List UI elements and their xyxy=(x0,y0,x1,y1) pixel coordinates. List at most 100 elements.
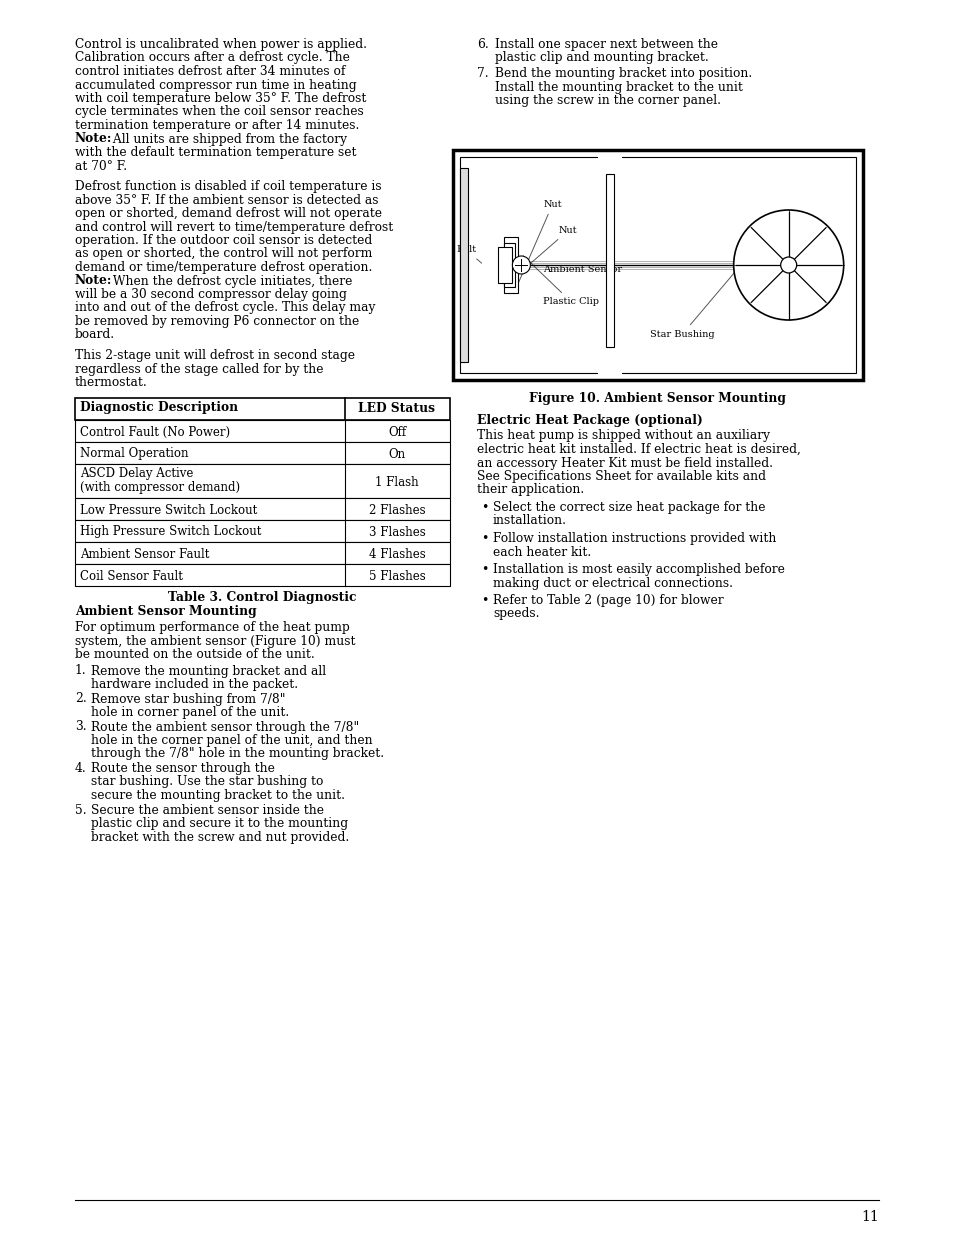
Bar xyxy=(606,174,614,347)
Bar xyxy=(504,237,517,293)
Bar xyxy=(504,243,515,287)
Text: •: • xyxy=(480,594,488,606)
Text: with coil temperature below 35° F. The defrost: with coil temperature below 35° F. The d… xyxy=(75,91,366,105)
Text: control initiates defrost after 34 minutes of: control initiates defrost after 34 minut… xyxy=(75,65,345,78)
Text: installation.: installation. xyxy=(493,515,566,527)
Text: 7.: 7. xyxy=(476,67,488,80)
Text: operation. If the outdoor coil sensor is detected: operation. If the outdoor coil sensor is… xyxy=(75,233,372,247)
Text: All units are shipped from the factory: All units are shipped from the factory xyxy=(109,132,347,146)
Text: Refer to Table 2 (page 10) for blower: Refer to Table 2 (page 10) for blower xyxy=(493,594,723,606)
Text: For optimum performance of the heat pump: For optimum performance of the heat pump xyxy=(75,621,350,634)
Text: Nut: Nut xyxy=(518,200,561,283)
Text: Diagnostic Description: Diagnostic Description xyxy=(80,401,238,415)
Text: regardless of the stage called for by the: regardless of the stage called for by th… xyxy=(75,363,323,375)
Text: each heater kit.: each heater kit. xyxy=(493,546,591,558)
Text: Ambient Sensor Fault: Ambient Sensor Fault xyxy=(80,547,209,561)
Text: hardware included in the packet.: hardware included in the packet. xyxy=(91,678,297,692)
Text: secure the mounting bracket to the unit.: secure the mounting bracket to the unit. xyxy=(91,789,345,802)
Text: Plastic Clip: Plastic Clip xyxy=(523,256,598,306)
Text: This heat pump is shipped without an auxiliary: This heat pump is shipped without an aux… xyxy=(476,430,769,442)
Text: into and out of the defrost cycle. This delay may: into and out of the defrost cycle. This … xyxy=(75,301,375,315)
Text: Star Bushing: Star Bushing xyxy=(649,220,778,338)
Text: Ambient Sensor: Ambient Sensor xyxy=(533,264,621,274)
Text: thermostat.: thermostat. xyxy=(75,375,148,389)
Text: Nut: Nut xyxy=(521,226,577,272)
Bar xyxy=(75,563,450,585)
Bar xyxy=(75,420,450,441)
Text: through the 7/8" hole in the mounting bracket.: through the 7/8" hole in the mounting br… xyxy=(91,747,384,761)
Text: be removed by removing P6 connector on the: be removed by removing P6 connector on t… xyxy=(75,315,359,329)
Text: speeds.: speeds. xyxy=(493,608,539,620)
Bar xyxy=(75,463,450,498)
Text: Route the ambient sensor through the 7/8": Route the ambient sensor through the 7/8… xyxy=(91,720,359,734)
Text: Install one spacer next between the: Install one spacer next between the xyxy=(495,38,718,51)
Text: Normal Operation: Normal Operation xyxy=(80,447,189,461)
Text: Secure the ambient sensor inside the: Secure the ambient sensor inside the xyxy=(91,804,324,816)
Bar xyxy=(75,398,450,420)
Text: above 35° F. If the ambient sensor is detected as: above 35° F. If the ambient sensor is de… xyxy=(75,194,378,206)
Text: accumulated compressor run time in heating: accumulated compressor run time in heati… xyxy=(75,79,356,91)
Text: 11: 11 xyxy=(861,1210,878,1224)
Text: Ambient Sensor Mounting: Ambient Sensor Mounting xyxy=(75,605,256,619)
Text: Note:: Note: xyxy=(75,274,112,288)
Text: hole in the corner panel of the unit, and then: hole in the corner panel of the unit, an… xyxy=(91,734,373,747)
Text: Calibration occurs after a defrost cycle. The: Calibration occurs after a defrost cycle… xyxy=(75,52,350,64)
Text: as open or shorted, the control will not perform: as open or shorted, the control will not… xyxy=(75,247,372,261)
Text: This 2-stage unit will defrost in second stage: This 2-stage unit will defrost in second… xyxy=(75,350,355,362)
Text: Follow installation instructions provided with: Follow installation instructions provide… xyxy=(493,532,776,545)
Text: cycle terminates when the coil sensor reaches: cycle terminates when the coil sensor re… xyxy=(75,105,363,119)
Text: board.: board. xyxy=(75,329,115,342)
Text: On: On xyxy=(388,447,405,461)
Text: Electric Heat Package (optional): Electric Heat Package (optional) xyxy=(476,414,702,427)
Bar xyxy=(453,149,862,380)
Text: and control will revert to time/temperature defrost: and control will revert to time/temperat… xyxy=(75,221,393,233)
Text: be mounted on the outside of the unit.: be mounted on the outside of the unit. xyxy=(75,648,314,661)
Text: •: • xyxy=(480,501,488,514)
Text: with the default termination temperature set: with the default termination temperature… xyxy=(75,146,356,159)
Text: ASCD Delay Active: ASCD Delay Active xyxy=(80,468,193,480)
Bar xyxy=(75,498,450,520)
Text: hole in corner panel of the unit.: hole in corner panel of the unit. xyxy=(91,706,289,719)
Text: 3.: 3. xyxy=(75,720,87,734)
Text: Off: Off xyxy=(388,426,406,438)
Text: •: • xyxy=(480,563,488,576)
Text: 2 Flashes: 2 Flashes xyxy=(368,504,425,516)
Text: Defrost function is disabled if coil temperature is: Defrost function is disabled if coil tem… xyxy=(75,180,381,193)
Text: Control Fault (No Power): Control Fault (No Power) xyxy=(80,426,230,438)
Text: system, the ambient sensor (Figure 10) must: system, the ambient sensor (Figure 10) m… xyxy=(75,635,355,647)
Text: Remove star bushing from 7/8": Remove star bushing from 7/8" xyxy=(91,693,285,705)
Circle shape xyxy=(512,256,530,274)
Bar xyxy=(459,157,855,373)
Bar xyxy=(598,153,621,159)
Text: 5 Flashes: 5 Flashes xyxy=(368,569,425,583)
Circle shape xyxy=(733,210,842,320)
Text: Remove the mounting bracket and all: Remove the mounting bracket and all xyxy=(91,664,326,678)
Text: Table 3. Control Diagnostic: Table 3. Control Diagnostic xyxy=(168,590,355,604)
Text: •: • xyxy=(480,532,488,545)
Text: Installation is most easily accomplished before: Installation is most easily accomplished… xyxy=(493,563,784,576)
Text: Figure 10. Ambient Sensor Mounting: Figure 10. Ambient Sensor Mounting xyxy=(529,391,785,405)
Text: LED Status: LED Status xyxy=(358,401,435,415)
Text: Control is uncalibrated when power is applied.: Control is uncalibrated when power is ap… xyxy=(75,38,367,51)
Text: Note:: Note: xyxy=(75,132,112,146)
Text: making duct or electrical connections.: making duct or electrical connections. xyxy=(493,577,732,589)
Text: demand or time/temperature defrost operation.: demand or time/temperature defrost opera… xyxy=(75,261,372,274)
Bar xyxy=(75,541,450,563)
Text: at 70° F.: at 70° F. xyxy=(75,159,127,173)
Bar xyxy=(75,441,450,463)
Text: plastic clip and mounting bracket.: plastic clip and mounting bracket. xyxy=(495,52,708,64)
Text: open or shorted, demand defrost will not operate: open or shorted, demand defrost will not… xyxy=(75,207,381,220)
Text: (with compressor demand): (with compressor demand) xyxy=(80,480,240,494)
Text: an accessory Heater Kit must be field installed.: an accessory Heater Kit must be field in… xyxy=(476,457,772,469)
Text: When the defrost cycle initiates, there: When the defrost cycle initiates, there xyxy=(109,274,352,288)
Text: bracket with the screw and nut provided.: bracket with the screw and nut provided. xyxy=(91,830,349,844)
Circle shape xyxy=(780,257,796,273)
Text: 2.: 2. xyxy=(75,693,87,705)
Text: Coil Sensor Fault: Coil Sensor Fault xyxy=(80,569,183,583)
Text: Low Pressure Switch Lockout: Low Pressure Switch Lockout xyxy=(80,504,257,516)
Text: their application.: their application. xyxy=(476,483,583,496)
Text: 1 Flash: 1 Flash xyxy=(375,475,418,489)
Text: star bushing. Use the star bushing to: star bushing. Use the star bushing to xyxy=(91,776,323,788)
Text: Bolt: Bolt xyxy=(456,246,481,263)
Text: Select the correct size heat package for the: Select the correct size heat package for… xyxy=(493,501,764,514)
